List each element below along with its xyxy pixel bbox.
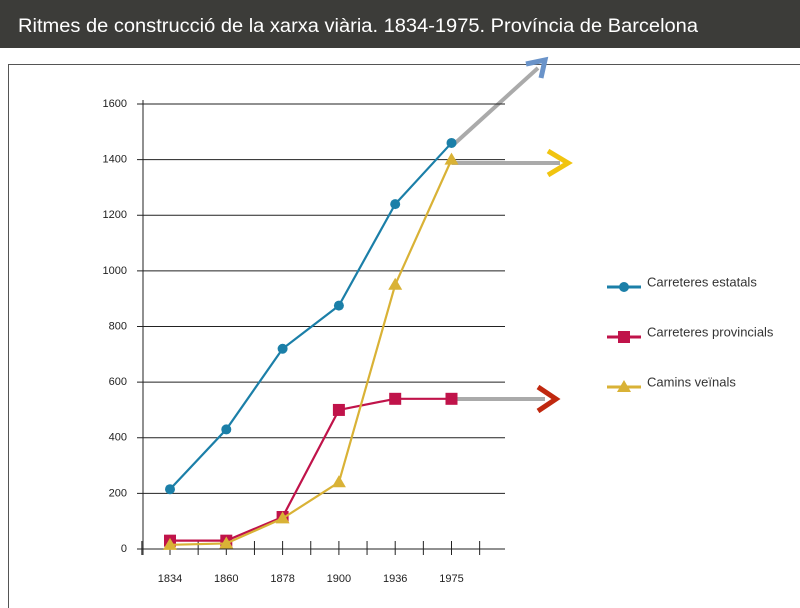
y-tick-label: 800 bbox=[109, 320, 127, 332]
point bbox=[445, 392, 458, 405]
point bbox=[219, 536, 234, 549]
point bbox=[277, 343, 288, 354]
legend-label: Carreteres estatals bbox=[647, 274, 757, 289]
series-line bbox=[169, 159, 453, 546]
frame bbox=[8, 64, 800, 608]
legend-marker bbox=[618, 331, 630, 343]
legend-label: Camins veïnals bbox=[647, 374, 736, 389]
x-tick-label: 1975 bbox=[439, 573, 463, 585]
series-line bbox=[169, 142, 453, 490]
x-tick-label: 1860 bbox=[214, 573, 238, 585]
point bbox=[388, 277, 403, 290]
point bbox=[331, 475, 346, 488]
arrows bbox=[450, 56, 573, 414]
legend-marker bbox=[617, 380, 631, 392]
point bbox=[221, 424, 232, 435]
y-tick-label: 0 bbox=[121, 543, 127, 555]
point bbox=[390, 199, 401, 210]
x-tick-label: 1834 bbox=[158, 573, 182, 585]
point bbox=[389, 392, 402, 405]
point bbox=[332, 403, 345, 416]
x-tick-label: 1900 bbox=[327, 573, 351, 585]
y-tick-label: 1200 bbox=[103, 209, 127, 221]
title-bar bbox=[0, 0, 800, 48]
point bbox=[275, 511, 290, 524]
legend-label: Carreteres provincials bbox=[647, 324, 774, 339]
series-line bbox=[170, 397, 452, 542]
legend-marker bbox=[619, 282, 629, 292]
point bbox=[444, 152, 459, 165]
x-tick-label: 1936 bbox=[383, 573, 407, 585]
y-tick-label: 1600 bbox=[103, 98, 127, 110]
y-tick-label: 1400 bbox=[103, 154, 127, 166]
point bbox=[165, 484, 175, 495]
x-tick-label: 1878 bbox=[270, 573, 294, 585]
point bbox=[333, 300, 344, 311]
y-tick-label: 200 bbox=[109, 487, 127, 499]
point bbox=[446, 137, 457, 148]
y-tick-label: 1000 bbox=[103, 265, 127, 277]
chart-title: Ritmes de construcció de la xarxa viària… bbox=[18, 16, 698, 37]
point bbox=[163, 537, 177, 550]
y-tick-label: 600 bbox=[109, 376, 127, 388]
y-tick-label: 400 bbox=[109, 432, 127, 444]
